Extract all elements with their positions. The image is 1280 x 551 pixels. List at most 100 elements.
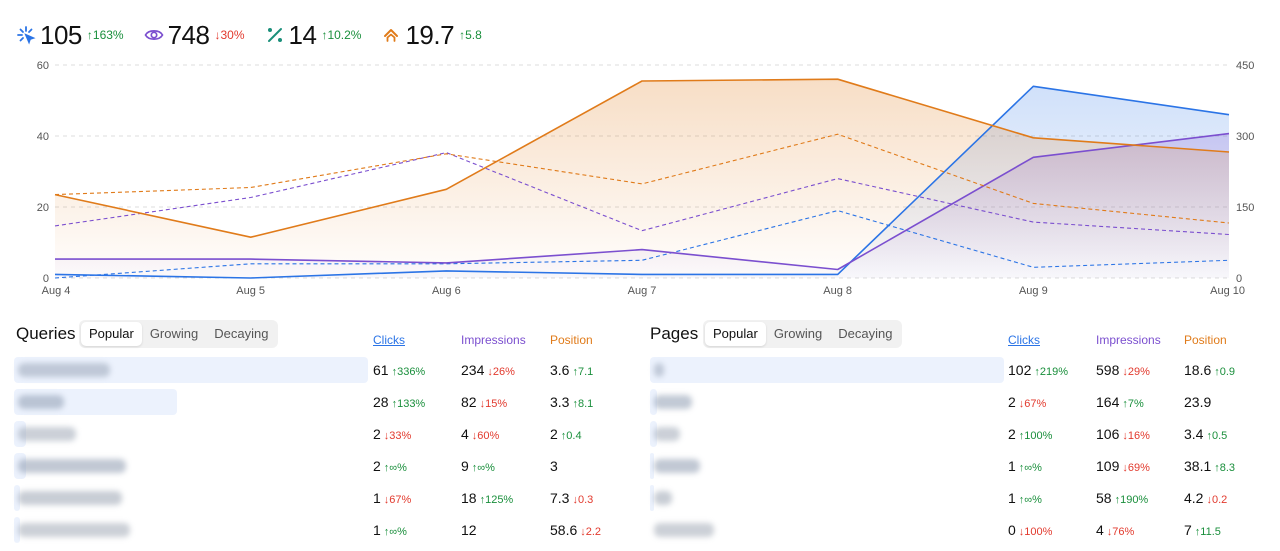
x-tick-label: Aug 5 <box>236 285 265 297</box>
queries-header-clicks[interactable]: Clicks <box>373 333 405 347</box>
queries-tab-popular[interactable]: Popular <box>81 322 142 346</box>
metric-ctr[interactable]: 14 ↑10.2% <box>265 19 361 51</box>
clicks-previous-line <box>54 210 1230 279</box>
row-impr-change: ↓26% <box>487 366 515 378</box>
queries-header-position[interactable]: Position <box>550 333 593 347</box>
position-line <box>54 78 1230 238</box>
row-impr-value: 18 <box>461 490 477 506</box>
row-clicks-cell: 28 ↑133% <box>373 394 425 410</box>
row-pos-cell: 58.6 ↓2.2 <box>550 522 601 538</box>
metric-clicks[interactable]: 105 ↑163% <box>16 20 124 51</box>
redacted-label <box>654 491 672 505</box>
row-clicks-change: ↑133% <box>391 398 426 410</box>
redacted-label <box>654 363 664 377</box>
row-impr-change: ↓16% <box>1122 430 1150 442</box>
row-clicks-value: 1 <box>1008 458 1016 474</box>
row-clicks-cell: 1 ↑∞% <box>373 522 407 538</box>
row-clicks-value: 28 <box>373 394 389 410</box>
row-impr-value: 164 <box>1096 394 1120 410</box>
row-pos-change: ↓2.2 <box>580 526 602 538</box>
metric-ctr-value: 14 <box>288 19 317 50</box>
row-clicks-change: ↑∞% <box>1018 462 1042 474</box>
row-clicks-cell: 102 ↑219% <box>1008 362 1068 378</box>
row-pos-value: 18.6 <box>1184 362 1212 378</box>
pages-header-clicks[interactable]: Clicks <box>1008 333 1040 347</box>
row-clicks-change: ↓67% <box>383 494 412 506</box>
row-impr-change: ↓76% <box>1106 526 1135 538</box>
row-clicks-change: ↑∞% <box>383 462 407 474</box>
row-pos-value: 4.2 <box>1184 490 1204 506</box>
pages-tab-growing[interactable]: Growing <box>773 326 823 341</box>
row-impr-change: ↑125% <box>479 494 514 506</box>
row-clicks-change: ↓100% <box>1018 526 1053 538</box>
pages-header-impressions[interactable]: Impressions <box>1096 333 1161 347</box>
x-tick-label: Aug 7 <box>628 285 657 297</box>
row-pos-cell: 7 ↑11.5 <box>1184 522 1221 538</box>
redacted-label <box>18 395 64 409</box>
impressions-line <box>55 132 1230 271</box>
row-impr-value: 12 <box>461 522 477 538</box>
row-clicks-value: 1 <box>373 522 381 538</box>
x-tick-label: Aug 8 <box>823 285 852 297</box>
percent-icon <box>267 28 282 42</box>
x-tick-label: Aug 6 <box>432 285 461 297</box>
row-impr-value: 109 <box>1096 458 1120 474</box>
position-previous-line <box>54 133 1230 224</box>
metric-clicks-value: 105 <box>40 19 82 50</box>
row-clicks-cell: 61 ↑336% <box>373 362 425 378</box>
metric-impressions[interactable]: 748 ↓30% <box>144 20 245 51</box>
redacted-label <box>18 459 126 473</box>
row-pos-change: ↑0.4 <box>560 430 582 442</box>
row-clicks-change: ↑219% <box>1034 366 1068 378</box>
queries-tab-growing[interactable]: Growing <box>149 326 199 341</box>
position-area <box>55 79 1229 278</box>
row-impr-change: ↑7% <box>1122 398 1144 410</box>
queries-tab-decaying[interactable]: Decaying <box>214 326 269 341</box>
impressions-previous-line <box>54 152 1230 236</box>
pages-tab-popular[interactable]: Popular <box>705 322 766 346</box>
performance-chart[interactable]: 0 20 40 60 0 150 300 450 Aug 4 Aug 5 Aug 6 Aug 7 Aug… <box>0 55 1280 305</box>
row-pos-cell: 3 <box>550 458 558 474</box>
pages-title: Pages <box>650 324 699 343</box>
queries-header-impressions[interactable]: Impressions <box>461 333 526 347</box>
row-impr-cell: 58 ↑190% <box>1096 490 1148 506</box>
pages-tab-decaying[interactable]: Decaying <box>838 326 893 341</box>
row-pos-change: ↑8.3 <box>1214 462 1236 474</box>
row-clicks-value: 2 <box>1008 426 1016 442</box>
pages-header-position[interactable]: Position <box>1184 333 1227 347</box>
row-clicks-cell: 1 ↑∞% <box>1008 458 1042 474</box>
row-pos-cell: 23.9 <box>1184 394 1211 410</box>
row-impr-value: 4 <box>1096 522 1104 538</box>
row-clicks-value: 1 <box>373 490 381 506</box>
row-impr-cell: 109 ↓69% <box>1096 458 1150 474</box>
queries-tabs: Popular Growing Decaying <box>79 320 279 348</box>
row-share-bar <box>650 453 654 479</box>
clicks-line <box>54 85 1230 279</box>
row-pos-change: ↓0.3 <box>572 494 594 506</box>
row-clicks-value: 1 <box>1008 490 1016 506</box>
row-pos-change: ↓0.2 <box>1206 494 1228 506</box>
row-impr-value: 598 <box>1096 362 1120 378</box>
row-pos-change: ↑7.1 <box>572 366 594 378</box>
row-impr-change: ↑190% <box>1114 494 1149 506</box>
row-pos-value: 2 <box>550 426 558 442</box>
row-share-bar <box>650 357 1004 383</box>
row-share-bar <box>650 421 658 447</box>
row-pos-cell: 2 ↑0.4 <box>550 426 582 442</box>
row-share-bar <box>650 485 654 511</box>
row-impr-change: ↑∞% <box>471 462 495 474</box>
metric-impressions-value: 748 <box>167 19 210 50</box>
row-pos-value: 38.1 <box>1184 458 1212 474</box>
row-impr-cell: 82 ↓15% <box>461 394 507 410</box>
metrics-bar: 105 ↑163% 748 ↓30% 14 ↑10.2% 19.7 ↑5.8 <box>16 20 502 50</box>
row-share-bar <box>14 485 20 511</box>
metric-clicks-change: ↑163% <box>86 28 124 42</box>
row-clicks-cell: 2 ↓67% <box>1008 394 1046 410</box>
row-pos-change: ↑11.5 <box>1194 526 1221 538</box>
row-impr-cell: 18 ↑125% <box>461 490 513 506</box>
metric-position[interactable]: 19.7 ↑5.8 <box>381 20 482 51</box>
row-pos-change: ↑0.5 <box>1206 430 1228 442</box>
row-pos-value: 7 <box>1184 522 1192 538</box>
row-pos-cell: 3.3 ↑8.1 <box>550 394 593 410</box>
y-right-tick-label: 0 <box>1236 273 1242 285</box>
